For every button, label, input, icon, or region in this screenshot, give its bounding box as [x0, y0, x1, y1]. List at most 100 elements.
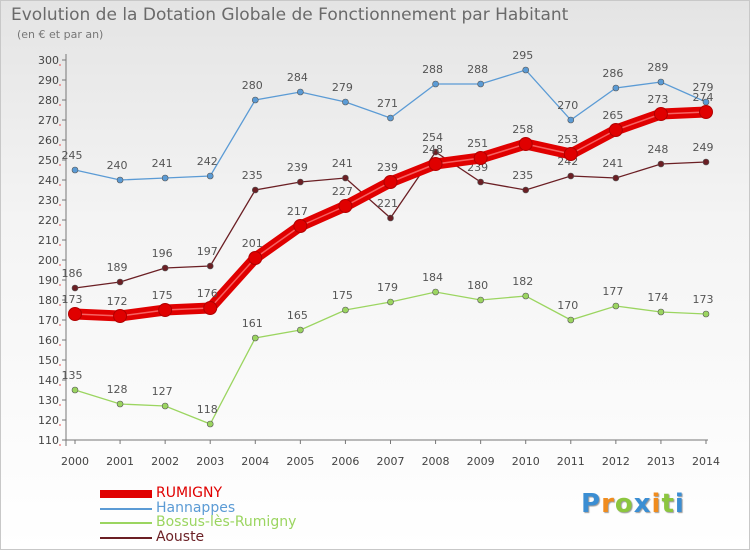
- data-point-rumigny: [699, 105, 713, 119]
- data-point-hannappes: [657, 78, 665, 86]
- data-point-rumigny: [653, 107, 668, 121]
- data-label-aouste: 189: [107, 261, 128, 274]
- data-label-hannappes: 245: [62, 149, 83, 162]
- y-tick-label: 270: [38, 114, 59, 127]
- x-tick-label: 2010: [512, 455, 540, 468]
- data-label-hannappes: 241: [152, 157, 173, 170]
- data-label-bossus-l-s-rumigny: 174: [647, 291, 668, 304]
- legend-swatch: [100, 490, 152, 498]
- data-label-rumigny: 176: [197, 287, 218, 300]
- data-point-bossus-l-s-rumigny: [251, 334, 259, 342]
- data-label-rumigny: 227: [332, 185, 353, 198]
- x-tick-label: 2012: [602, 455, 630, 468]
- y-tick-label: 250: [38, 154, 59, 167]
- y-tick-label: 180: [38, 294, 59, 307]
- data-label-bossus-l-s-rumigny: 184: [422, 271, 443, 284]
- logo-letter: x: [633, 489, 652, 519]
- data-label-bossus-l-s-rumigny: 128: [107, 383, 128, 396]
- data-point-aouste: [206, 262, 214, 270]
- data-point-bossus-l-s-rumigny: [567, 316, 575, 324]
- data-label-rumigny: 258: [512, 123, 533, 136]
- data-label-rumigny: 251: [467, 137, 488, 150]
- data-point-rumigny: [68, 307, 82, 321]
- data-label-bossus-l-s-rumigny: 170: [557, 299, 578, 312]
- data-label-hannappes: 284: [287, 71, 308, 84]
- data-label-rumigny: 239: [377, 161, 398, 174]
- data-point-aouste: [116, 278, 124, 286]
- data-label-bossus-l-s-rumigny: 175: [332, 289, 353, 302]
- data-point-rumigny: [293, 219, 308, 233]
- data-point-hannappes: [342, 98, 349, 106]
- data-label-aouste: 235: [512, 169, 533, 182]
- legend-label: Bossus-lès-Rumigny: [156, 514, 297, 530]
- proxiti-logo: Proxiti: [581, 489, 685, 519]
- data-point-hannappes: [161, 174, 169, 182]
- data-point-rumigny: [203, 301, 218, 315]
- x-tick-label: 2000: [61, 455, 89, 468]
- data-point-rumigny: [608, 123, 623, 137]
- data-point-aouste: [71, 284, 79, 292]
- data-label-rumigny: 274: [693, 91, 714, 104]
- data-point-rumigny: [428, 157, 443, 171]
- data-label-hannappes: 270: [557, 99, 578, 112]
- data-point-rumigny: [338, 199, 353, 213]
- legend-swatch: [100, 536, 152, 539]
- y-tick-label: 260: [38, 134, 59, 147]
- y-tick-label: 170: [38, 314, 59, 327]
- data-point-rumigny: [158, 303, 173, 317]
- logo-letter: P: [581, 489, 602, 519]
- data-point-rumigny: [563, 147, 578, 161]
- x-tick-label: 2011: [557, 455, 585, 468]
- y-tick-label: 150: [38, 354, 59, 367]
- data-point-hannappes: [522, 66, 530, 74]
- data-point-rumigny: [518, 137, 533, 151]
- y-tick-label: 140: [38, 374, 59, 387]
- data-label-hannappes: 279: [693, 81, 714, 94]
- data-label-bossus-l-s-rumigny: 127: [152, 385, 173, 398]
- data-point-aouste: [342, 174, 349, 182]
- data-label-rumigny: 217: [287, 205, 308, 218]
- logo-letter: t: [661, 489, 675, 519]
- data-point-bossus-l-s-rumigny: [206, 420, 214, 428]
- data-point-aouste: [657, 160, 665, 168]
- data-point-bossus-l-s-rumigny: [612, 302, 620, 310]
- data-label-hannappes: 295: [512, 49, 533, 62]
- x-tick-label: 2002: [151, 455, 179, 468]
- data-point-aouste: [297, 178, 304, 186]
- data-label-rumigny: 273: [647, 93, 668, 106]
- y-tick-label: 210: [38, 234, 59, 247]
- legend-label: Aouste: [156, 528, 205, 545]
- x-tick-label: 2007: [377, 455, 405, 468]
- data-label-bossus-l-s-rumigny: 161: [242, 317, 263, 330]
- data-point-rumigny: [248, 251, 263, 265]
- data-label-hannappes: 279: [332, 81, 353, 94]
- data-label-hannappes: 242: [197, 155, 218, 168]
- legend-label: Hannappes: [156, 499, 236, 516]
- data-label-hannappes: 288: [422, 63, 443, 76]
- data-point-aouste: [251, 186, 259, 194]
- legend-label: RUMIGNY: [156, 485, 223, 501]
- data-point-hannappes: [71, 166, 79, 174]
- data-label-aouste: 235: [242, 169, 263, 182]
- data-label-hannappes: 289: [647, 61, 668, 74]
- data-point-aouste: [161, 264, 169, 272]
- data-label-rumigny: 175: [152, 289, 173, 302]
- data-point-hannappes: [432, 80, 439, 88]
- legend-item: RUMIGNY: [100, 485, 320, 501]
- data-point-hannappes: [612, 84, 620, 92]
- data-point-hannappes: [387, 114, 394, 122]
- y-tick-label: 190: [38, 274, 59, 287]
- data-point-bossus-l-s-rumigny: [477, 296, 484, 304]
- y-tick-label: 120: [38, 414, 59, 427]
- data-label-aouste: 239: [287, 161, 308, 174]
- data-point-bossus-l-s-rumigny: [522, 292, 530, 300]
- x-tick-label: 2001: [106, 455, 134, 468]
- data-point-aouste: [387, 214, 394, 222]
- data-point-aouste: [702, 158, 710, 166]
- y-tick-label: 200: [38, 254, 59, 267]
- data-point-rumigny: [473, 151, 488, 165]
- legend-item: Bossus-lès-Rumigny: [100, 514, 320, 530]
- logo-letter: i: [674, 489, 685, 519]
- data-label-hannappes: 271: [377, 97, 398, 110]
